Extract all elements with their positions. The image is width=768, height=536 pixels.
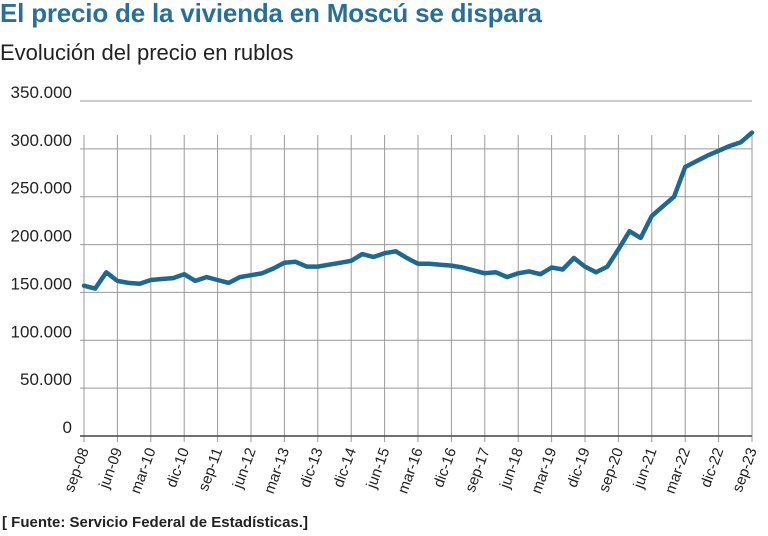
x-tick-label: mar-13 bbox=[261, 446, 293, 496]
x-tick-label: sep-11 bbox=[195, 446, 226, 494]
y-tick-label: 0 bbox=[63, 418, 72, 437]
y-tick-label: 50.000 bbox=[20, 370, 72, 389]
x-tick-label: dic-22 bbox=[697, 446, 727, 490]
y-tick-label: 300.000 bbox=[11, 131, 72, 150]
x-tick-label: jun-18 bbox=[496, 446, 527, 492]
series-layer bbox=[81, 130, 755, 291]
chart-title: El precio de la vivienda en Moscú se dis… bbox=[0, 0, 542, 28]
x-tick-label: sep-08 bbox=[61, 446, 93, 495]
x-tick-label: mar-22 bbox=[662, 446, 694, 496]
x-tick-label: dic-19 bbox=[564, 446, 594, 490]
source-note: [ Fuente: Servicio Federal de Estadístic… bbox=[2, 514, 308, 531]
y-tick-label: 200.000 bbox=[11, 227, 72, 246]
x-tick-label: jun-21 bbox=[630, 446, 661, 492]
x-axis-ticks: sep-08 jun-09 mar-10 dic-10 sep-11 jun-12 mar-… bbox=[61, 446, 761, 496]
x-tick-label: sep-20 bbox=[595, 446, 627, 495]
y-axis-ticks: 0 50.000 100.000 150.000 200.000 250.000 300.0… bbox=[11, 83, 72, 437]
chart-subtitle: Evolución del precio en rublos bbox=[0, 40, 294, 65]
x-tick-label: mar-19 bbox=[528, 446, 560, 496]
x-tick-label: jun-12 bbox=[229, 446, 260, 492]
x-tick-label: sep-23 bbox=[729, 446, 761, 495]
x-tick-label: jun-15 bbox=[363, 446, 394, 492]
x-tick-label: dic-14 bbox=[330, 446, 360, 490]
series-line bbox=[81, 130, 755, 291]
y-tick-label: 100.000 bbox=[11, 322, 72, 341]
x-tick-label: mar-16 bbox=[395, 446, 427, 496]
x-tick-label: dic-16 bbox=[430, 446, 460, 490]
y-tick-label: 350.000 bbox=[11, 83, 72, 102]
x-tick-label: dic-13 bbox=[297, 446, 327, 490]
x-tick-label: dic-10 bbox=[163, 446, 193, 490]
y-tick-label: 250.000 bbox=[11, 179, 72, 198]
x-tick-label: jun-09 bbox=[96, 446, 127, 492]
x-tick-label: sep-17 bbox=[462, 446, 494, 495]
x-tick-label: mar-10 bbox=[127, 446, 159, 496]
line-chart: 0 50.000 100.000 150.000 200.000 250.000 300.0… bbox=[11, 83, 761, 496]
grid-lines bbox=[80, 100, 753, 442]
y-tick-label: 150.000 bbox=[11, 274, 72, 293]
